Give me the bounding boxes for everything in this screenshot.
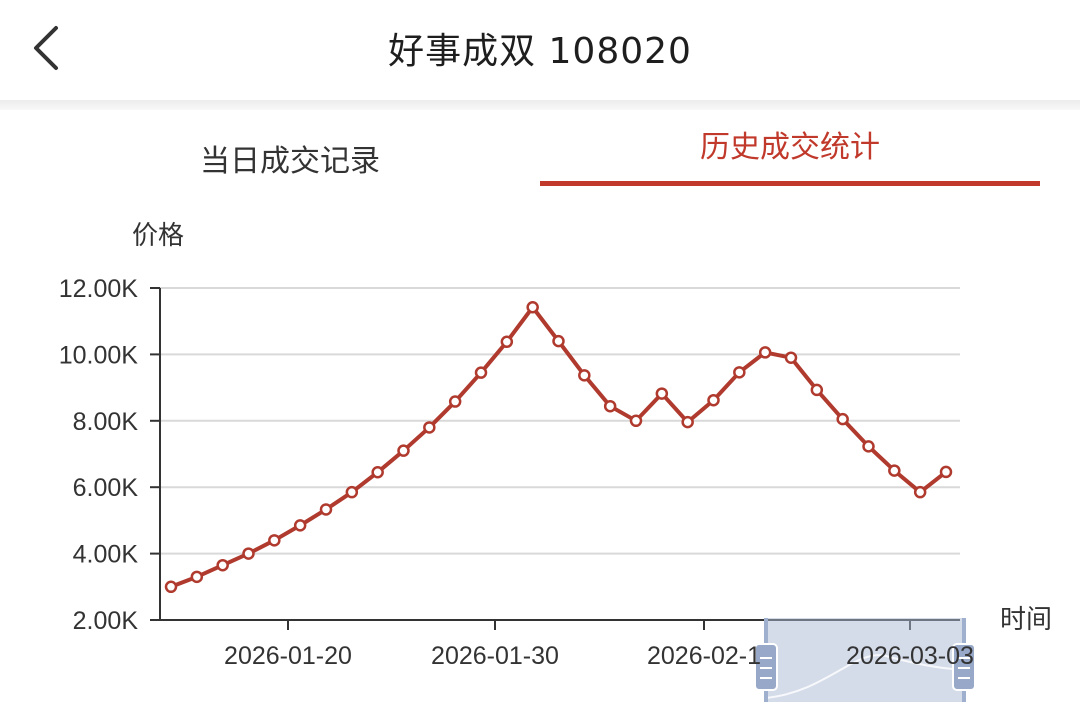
x-tick-label: 2026-01-30: [431, 642, 559, 670]
data-point[interactable]: [164, 580, 178, 594]
header-divider: [0, 100, 1080, 110]
data-point[interactable]: [268, 534, 281, 547]
data-point[interactable]: [707, 393, 720, 407]
data-point[interactable]: [216, 558, 229, 572]
y-tick-label: 2.00K: [73, 607, 139, 635]
y-tick-label: 12.00K: [59, 275, 139, 303]
data-point[interactable]: [681, 415, 694, 429]
y-tick-label: 4.00K: [73, 541, 139, 569]
x-tick-label: 2026-03-03: [846, 642, 974, 670]
y-tick-label: 6.00K: [73, 474, 139, 502]
header-bar: 好事成双 108020: [0, 0, 1080, 100]
tab-history-stats[interactable]: 历史成交统计: [540, 110, 1040, 192]
data-point[interactable]: [293, 519, 307, 532]
data-point[interactable]: [190, 570, 204, 584]
data-point[interactable]: [423, 421, 436, 434]
data-point[interactable]: [836, 412, 849, 426]
zoom-slider-window[interactable]: [766, 618, 964, 702]
data-point[interactable]: [578, 369, 591, 382]
data-point[interactable]: [474, 366, 488, 379]
data-point[interactable]: [862, 440, 875, 453]
data-point[interactable]: [448, 395, 462, 408]
data-point[interactable]: [319, 503, 333, 516]
data-point[interactable]: [345, 485, 359, 499]
zoom-slider[interactable]: [754, 618, 976, 702]
price-series-line: [169, 305, 948, 589]
data-point[interactable]: [552, 334, 565, 348]
data-point[interactable]: [603, 399, 617, 413]
tab-daily-records-label: 当日成交记录: [200, 144, 380, 179]
back-button[interactable]: [22, 18, 74, 78]
data-point[interactable]: [242, 547, 255, 560]
data-point[interactable]: [526, 301, 539, 314]
y-tick-label: 8.00K: [73, 408, 139, 436]
zoom-slider-preview: [765, 654, 965, 699]
tab-daily-records[interactable]: 当日成交记录: [0, 110, 580, 192]
data-point[interactable]: [810, 383, 824, 397]
chevron-left-icon: [34, 26, 58, 70]
data-point[interactable]: [371, 466, 384, 479]
y-axis-label: 价格: [132, 220, 184, 250]
active-tab-underline: [540, 181, 1040, 186]
price-line-chart: 2.00K 4.00K 6.00K 8.00K 10.00K 12.00K 2026-01-…: [59, 220, 1052, 702]
data-point[interactable]: [655, 387, 669, 400]
x-tick-label: 2026-02-1: [647, 642, 761, 670]
data-point[interactable]: [784, 351, 798, 364]
tab-bar: 当日成交记录 历史成交统计: [0, 110, 1080, 192]
x-tick-label: 2026-01-20: [224, 642, 352, 670]
data-point[interactable]: [939, 465, 953, 479]
data-point[interactable]: [500, 335, 514, 349]
data-point[interactable]: [758, 346, 772, 359]
tab-history-stats-label: 历史成交统计: [700, 130, 880, 165]
data-point[interactable]: [888, 464, 901, 477]
data-point[interactable]: [733, 366, 746, 379]
data-point[interactable]: [629, 414, 643, 428]
x-axis-label: 时间: [1000, 604, 1052, 634]
data-point[interactable]: [397, 444, 410, 457]
page-title: 好事成双 108020: [388, 31, 692, 72]
data-point[interactable]: [913, 485, 927, 499]
y-tick-label: 10.00K: [59, 341, 139, 369]
